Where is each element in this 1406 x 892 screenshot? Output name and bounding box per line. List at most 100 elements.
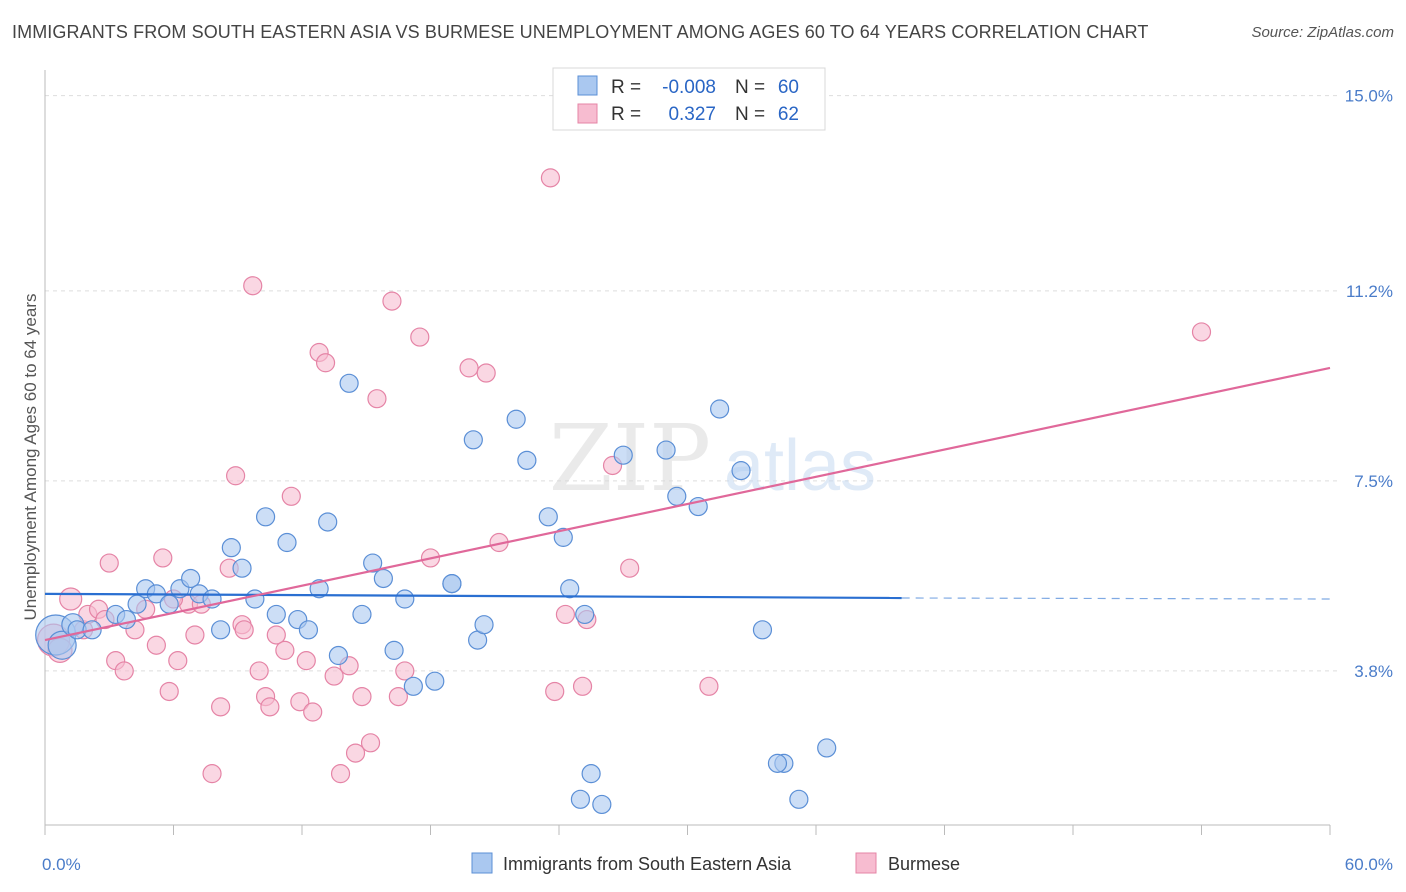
burmese-point-11 <box>146 635 166 655</box>
sea-point-6 <box>116 609 136 630</box>
burmese-point-38 <box>345 743 366 763</box>
sea-point-55 <box>752 620 773 640</box>
sea-trend-line <box>44 592 902 600</box>
burmese-point-39 <box>352 686 372 707</box>
burmese-point-47 <box>459 358 479 378</box>
sea-point-33 <box>403 676 423 696</box>
burmese-point-45 <box>410 327 430 347</box>
y-tick-label-0: 3.8% <box>1354 662 1393 681</box>
burmese-point-40 <box>360 733 381 753</box>
legend-pink-n-value: 62 <box>778 104 799 125</box>
burmese-point-6 <box>99 553 119 573</box>
sea-point-20 <box>266 604 286 625</box>
sea-point-39 <box>463 430 483 450</box>
burmese-point-51 <box>545 681 565 702</box>
sea-point-30 <box>373 568 393 589</box>
burmese-point-29 <box>281 486 301 506</box>
watermark: ZIP atlas <box>549 405 876 512</box>
burmese-point-19 <box>211 697 231 717</box>
legend-blue-swatch <box>577 75 598 96</box>
sea-point-53 <box>710 399 730 419</box>
sea-point-46 <box>581 764 601 784</box>
burmese-point-58 <box>1191 322 1212 342</box>
legend-blue-r-label: R = <box>611 77 641 98</box>
burmese-point-8 <box>114 661 134 681</box>
burmese-point-26 <box>260 697 280 717</box>
burmese-point-31 <box>296 651 316 671</box>
sea-point-42 <box>538 507 558 527</box>
y-axis-label: Unemployment Among Ages 60 to 64 years <box>21 294 40 621</box>
burmese-point-53 <box>572 676 593 696</box>
burmese-point-59 <box>234 620 254 640</box>
sea-point-57 <box>789 789 809 809</box>
sea-point-21 <box>277 532 297 553</box>
sea-point-29 <box>363 553 383 573</box>
burmese-point-43 <box>388 686 408 707</box>
sea-point-19 <box>255 507 276 527</box>
sea-point-58 <box>817 738 837 758</box>
burmese-point-30 <box>290 692 310 712</box>
sea-point-43 <box>553 527 573 547</box>
sea-point-48 <box>592 794 612 815</box>
burmese-point-28 <box>275 640 295 660</box>
legend-pink-n-label: N = <box>735 104 765 125</box>
legend-bottom-pink-label: Burmese <box>888 854 960 874</box>
legend-bottom-pink-swatch <box>855 852 877 874</box>
burmese-point-32 <box>303 702 323 722</box>
burmese-point-13 <box>159 681 179 702</box>
sea-point-23 <box>298 620 319 640</box>
sea-point-44 <box>560 579 580 599</box>
burmese-point-57 <box>699 676 719 696</box>
sea-point-40 <box>506 409 526 429</box>
burmese-point-36 <box>330 764 351 784</box>
burmese-point-21 <box>226 466 246 486</box>
burmese-point-27 <box>266 625 286 645</box>
legend-pink-r-label: R = <box>611 104 641 125</box>
burmese-point-16 <box>185 625 205 645</box>
sea-point-26 <box>328 645 349 666</box>
burmese-point-18 <box>202 764 222 784</box>
burmese-trend-line <box>44 366 1331 642</box>
sea-point-15 <box>211 620 231 640</box>
y-tick-label-2: 11.2% <box>1346 282 1393 301</box>
sea-point-45 <box>575 604 595 625</box>
trend-lines <box>44 366 1331 642</box>
legend-blue-n-value: 60 <box>778 77 799 98</box>
sea-point-49 <box>613 445 633 465</box>
sea-point-25 <box>318 512 338 532</box>
tick-labels: 3.8% 7.5% 11.2% 15.0% 0.0% 60.0% <box>42 87 1393 874</box>
burmese-point-42 <box>382 291 402 311</box>
sea-point-36 <box>442 574 462 594</box>
burmese-point-52 <box>555 604 576 625</box>
sea-point-16 <box>221 538 241 558</box>
y-tick-label-1: 7.5% <box>1354 472 1393 491</box>
sea-point-17 <box>232 558 252 578</box>
y-tick-label-3: 15.0% <box>1345 87 1393 106</box>
sea-trend-dashed <box>901 597 1331 600</box>
legend-pink-swatch <box>577 103 598 124</box>
sea-point-34 <box>425 671 445 691</box>
burmese-point-50 <box>540 168 561 188</box>
burmese-point-56 <box>620 558 640 578</box>
sea-point-31 <box>384 640 404 660</box>
legend-pink-r-value: 0.327 <box>668 104 716 125</box>
source-label: Source: ZipAtlas.com <box>1251 24 1394 41</box>
burmese-point-41 <box>367 389 387 409</box>
grid-lines <box>45 95 1340 672</box>
legend-top-box <box>552 67 826 131</box>
x-tick-label-1: 60.0% <box>1345 855 1393 874</box>
x-tick-label-0: 0.0% <box>42 855 81 874</box>
sea-point-32 <box>395 589 415 609</box>
sea-point-12 <box>181 568 201 589</box>
burmese-point-12 <box>153 548 173 568</box>
sea-point-38 <box>474 615 494 635</box>
legend-blue-r-value: -0.008 <box>662 77 716 98</box>
sea-point-41 <box>517 450 537 470</box>
legend-blue-n-label: N = <box>735 77 765 98</box>
sea-point-10 <box>159 594 179 614</box>
sea-point-27 <box>339 373 359 393</box>
burmese-point-2 <box>59 587 83 611</box>
legend-bottom-blue-swatch <box>471 852 493 874</box>
chart-title: IMMIGRANTS FROM SOUTH EASTERN ASIA VS BU… <box>12 22 1149 42</box>
